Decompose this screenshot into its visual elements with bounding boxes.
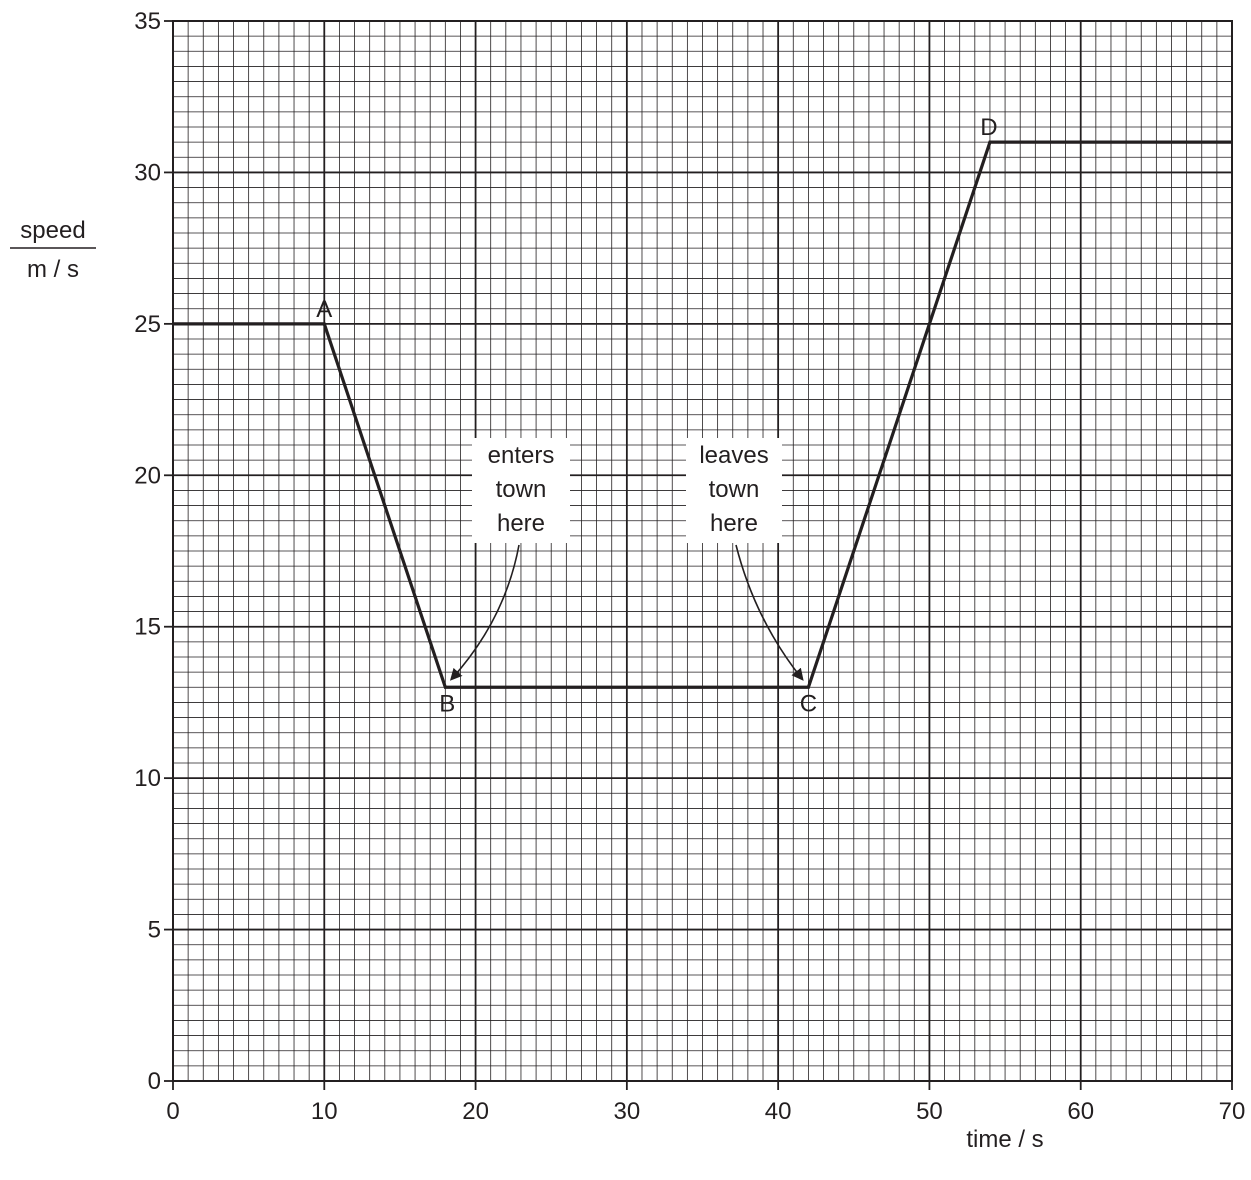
series-line: [173, 140, 1232, 689]
annotations: enters town here leaves town here: [449, 438, 804, 681]
y-tick-label: 0: [148, 1068, 161, 1095]
annotation-arrow: [449, 544, 520, 681]
x-tick-label: 30: [614, 1098, 641, 1125]
y-tick-label: 35: [134, 8, 161, 35]
x-axis-label: time / s: [966, 1126, 1043, 1153]
point-label-d: D: [980, 114, 997, 141]
y-tick-label: 10: [134, 765, 161, 792]
annotation-background: [686, 438, 782, 543]
axes: [164, 20, 1233, 1090]
y-tick-label: 30: [134, 159, 161, 186]
x-tick-label: 40: [765, 1098, 792, 1125]
annotation-b: enters town here: [449, 438, 570, 681]
annotation-text-line: town: [496, 476, 547, 503]
point-labels: A B C D: [316, 114, 997, 717]
minor-grid: [172, 20, 1233, 1082]
y-tick-label: 5: [148, 917, 161, 944]
annotation-text-line: enters: [488, 442, 555, 469]
annotation-text-line: here: [710, 510, 758, 537]
x-tick-label: 70: [1219, 1098, 1246, 1125]
point-label-c: C: [800, 690, 817, 717]
x-axis-tick-labels: 0 10 20 30 40 50 60 70: [166, 1098, 1245, 1125]
annotation-c: leaves town here: [686, 438, 804, 681]
x-tick-label: 20: [462, 1098, 489, 1125]
point-label-a: A: [316, 296, 332, 323]
y-axis-label: speed m / s: [10, 217, 96, 283]
annotation-background: [472, 438, 570, 543]
data-series: [173, 140, 1232, 689]
y-tick-label: 20: [134, 462, 161, 489]
x-tick-label: 50: [916, 1098, 943, 1125]
x-tick-label: 10: [311, 1098, 338, 1125]
y-tick-label: 25: [134, 311, 161, 338]
plot-frame: [172, 20, 1233, 1082]
x-tick-label: 0: [166, 1098, 179, 1125]
point-label-b: B: [439, 690, 455, 717]
annotation-text-line: leaves: [699, 442, 768, 469]
x-tick-label: 60: [1067, 1098, 1094, 1125]
y-tick-label: 15: [134, 614, 161, 641]
y-axis-tick-labels: 0 5 10 15 20 25 30 35: [134, 8, 161, 1095]
annotation-arrow: [735, 544, 804, 681]
y-axis-label-unit: m / s: [27, 256, 79, 283]
annotation-text-line: here: [497, 510, 545, 537]
annotation-text-line: town: [709, 476, 760, 503]
y-axis-label-quantity: speed: [20, 217, 85, 244]
